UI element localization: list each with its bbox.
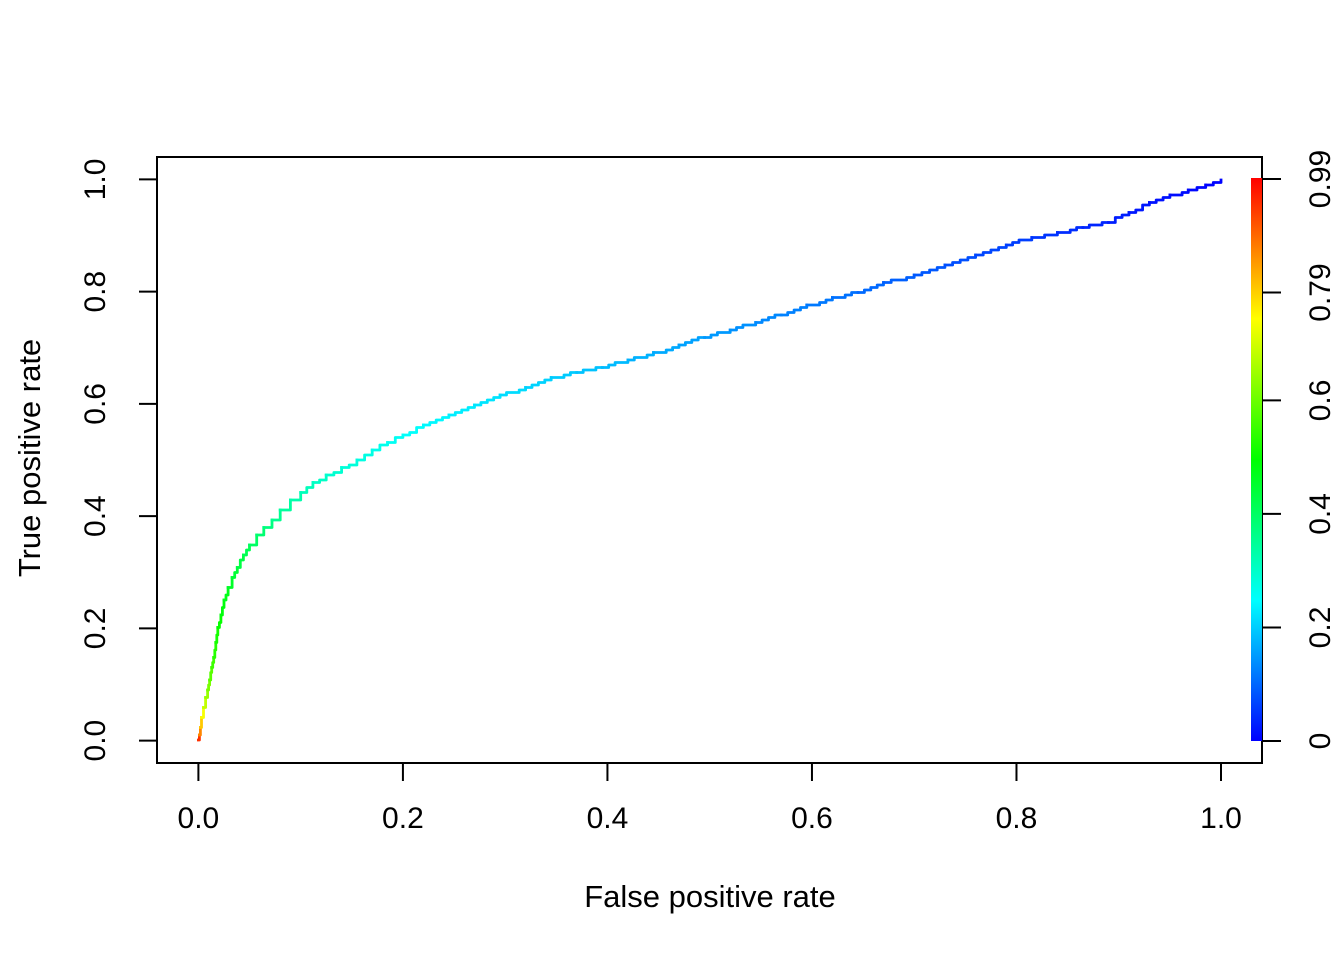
- x-axis-tick-label: 0.8: [996, 802, 1038, 835]
- roc-curve-segment: [1081, 221, 1110, 229]
- x-axis-tick-label: 0.2: [382, 802, 424, 835]
- roc-curve-segment: [754, 313, 783, 324]
- roc-curve-segment: [230, 566, 239, 579]
- x-axis-tick-label: 0.4: [587, 802, 629, 835]
- y-axis: 0.0 0.2 0.4 0.6 0.8 1.0: [79, 159, 157, 762]
- colorbar-tick-label: 0.99: [1304, 150, 1337, 208]
- roc-curve-segment: [805, 296, 834, 307]
- y-axis-tick-label: 0.0: [79, 720, 112, 762]
- y-axis-tick-label: 0.8: [79, 271, 112, 313]
- y-axis-tick-label: 0.4: [79, 495, 112, 537]
- roc-curve-segment: [248, 533, 259, 547]
- roc-curve-segment: [198, 726, 202, 737]
- roc-curve: [197, 178, 1223, 742]
- colorbar-tick-label: 0: [1304, 733, 1337, 750]
- roc-curve-segment: [370, 441, 389, 452]
- colorbar-tick-label: 0.4: [1304, 493, 1337, 535]
- roc-curve-segment: [974, 243, 1008, 257]
- y-axis-tick-label: 0.6: [79, 383, 112, 425]
- roc-curve-segment: [549, 371, 579, 379]
- roc-curve-segment: [575, 366, 604, 374]
- roc-curve-segment: [912, 263, 947, 277]
- roc-curve-segment: [289, 491, 303, 502]
- x-axis-tick-label: 0.0: [178, 802, 220, 835]
- roc-curve-segment: [831, 291, 860, 299]
- roc-curve-segment: [208, 666, 214, 682]
- roc-curve-segment: [1204, 178, 1223, 187]
- roc-curve-segment: [1168, 188, 1190, 197]
- roc-curve-segment: [199, 716, 203, 729]
- roc-curve-segment: [206, 678, 211, 692]
- roc-curve-segment: [219, 598, 226, 617]
- roc-curve-segment: [779, 303, 809, 317]
- roc-curve-segment: [324, 466, 343, 477]
- roc-curve-segment: [242, 543, 251, 557]
- roc-curve-segment: [255, 526, 266, 537]
- roc-curve-segment: [856, 281, 885, 294]
- roc-curve-segment: [235, 553, 245, 569]
- roc-curve-segment: [447, 403, 476, 417]
- roc-curve-segment: [202, 696, 207, 709]
- roc-curve-segment: [216, 613, 223, 629]
- roc-curve-segment: [226, 576, 234, 589]
- roc-curve-segment: [1030, 231, 1059, 239]
- y-axis-tick-label: 0.2: [79, 608, 112, 650]
- roc-curve-segment: [204, 688, 209, 699]
- roc-curve-segment: [214, 626, 220, 644]
- roc-curve-segment: [1004, 236, 1034, 247]
- roc-curve-segment: [677, 336, 706, 347]
- roc-curve-segment: [197, 733, 201, 742]
- roc-curve-segment: [728, 321, 758, 332]
- colorbar-tick-label: 0.2: [1304, 607, 1337, 649]
- roc-curve-segment: [600, 358, 630, 369]
- roc-curve-segment: [1056, 226, 1085, 234]
- x-axis-title: False positive rate: [584, 879, 836, 914]
- roc-curve-segment: [386, 433, 405, 444]
- roc-curve-segment: [401, 423, 425, 437]
- x-axis-tick-label: 1.0: [1200, 802, 1242, 835]
- roc-curve-segment: [473, 393, 502, 407]
- colorbar-tick-label: 0.79: [1304, 263, 1337, 321]
- roc-curve-segment: [943, 253, 977, 267]
- cutoff-colorbar: 0.99 0.79 0.6 0.4 0.2 0: [1251, 150, 1337, 750]
- roc-curve-segment: [1148, 193, 1172, 204]
- colorbar-tick-label: 0.6: [1304, 380, 1337, 422]
- roc-curve-segment: [262, 518, 274, 529]
- roc-curve-segment: [278, 498, 292, 512]
- roc-curve-segment: [270, 508, 282, 522]
- roc-curve-segment: [1107, 211, 1131, 224]
- roc-curve-segment: [1186, 183, 1208, 192]
- roc-curve-segment: [626, 351, 655, 362]
- x-axis: 0.0 0.2 0.4 0.6 0.8 1.0: [178, 763, 1242, 835]
- y-axis-tick-label: 1.0: [79, 159, 112, 201]
- x-axis-tick-label: 0.6: [791, 802, 833, 835]
- roc-curve-segment: [311, 473, 328, 484]
- roc-curve-segment: [1127, 201, 1151, 214]
- roc-curve-segment: [703, 328, 732, 339]
- roc-curve-segment: [200, 706, 205, 719]
- roc-curve-segment: [422, 413, 451, 427]
- roc-curve-segment: [210, 656, 216, 669]
- roc-curve-segment: [498, 386, 527, 397]
- colorbar-strip: [1251, 178, 1262, 741]
- roc-curve-segment: [299, 481, 315, 494]
- roc-curve-segment: [212, 641, 218, 659]
- roc-curve-segment: [882, 273, 916, 284]
- roc-curve-segment: [524, 376, 553, 389]
- roc-curve-segment: [222, 586, 230, 602]
- roc-curve-segment: [340, 458, 359, 469]
- y-axis-title: True positive rate: [12, 339, 47, 577]
- roc-curve-segment: [652, 343, 681, 354]
- plot-box: [156, 156, 1263, 764]
- roc-curve-segment: [355, 448, 374, 462]
